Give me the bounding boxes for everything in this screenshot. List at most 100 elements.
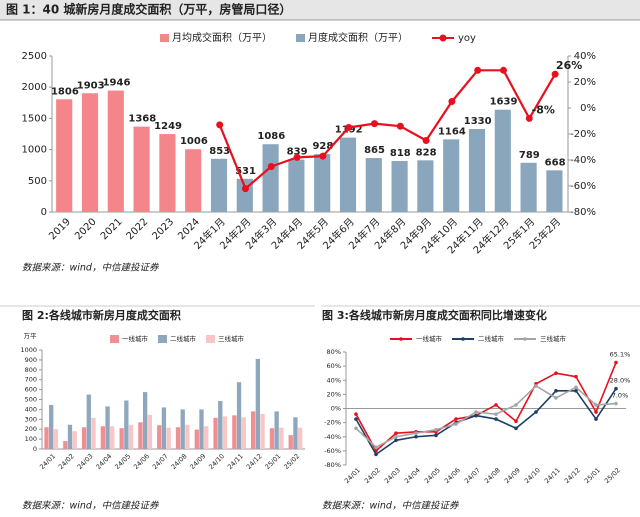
marker — [434, 433, 438, 438]
data-label: 28.0% — [610, 377, 631, 385]
marker — [594, 410, 598, 414]
marker — [414, 434, 418, 439]
marker — [474, 413, 478, 418]
y-tick-label: 700 — [25, 376, 37, 384]
x-tick-label: 24/02 — [57, 452, 76, 471]
bar — [56, 99, 73, 212]
y-tick-label: -80% — [324, 461, 341, 469]
y-tick-label: 200 — [25, 425, 37, 433]
title-band — [0, 0, 640, 20]
y-tick-label: 800 — [25, 366, 37, 374]
bar — [110, 426, 115, 449]
data-label: 818 — [390, 148, 411, 159]
bar — [288, 435, 293, 449]
marker — [216, 121, 224, 129]
data-label: 1249 — [154, 121, 182, 132]
bar — [255, 358, 261, 449]
y-tick-label: 0 — [41, 207, 47, 218]
marker — [500, 66, 507, 74]
bar — [180, 409, 185, 449]
data-label: 1086 — [257, 131, 285, 142]
data-label: 853 — [209, 146, 230, 157]
marker — [374, 452, 378, 457]
x-tick-label: 24/11 — [543, 466, 562, 485]
legend-label: 三线城市 — [218, 334, 245, 343]
x-tick-label: 2021 — [99, 216, 125, 242]
marker — [374, 445, 378, 450]
bar — [199, 409, 204, 449]
y-tick-label: 1500 — [22, 113, 47, 124]
legend-swatch — [160, 34, 169, 42]
x-tick-label: 24/10 — [523, 466, 542, 485]
legend-swatch — [439, 34, 447, 42]
bar — [494, 109, 511, 212]
marker — [319, 152, 327, 160]
chart-title: 图 2:各线城市新房月度成交面积 — [22, 308, 181, 322]
x-tick-label: 24/05 — [423, 466, 442, 485]
bar — [100, 426, 106, 449]
marker — [574, 374, 578, 379]
y-axis-label: 万平 — [24, 332, 38, 340]
x-tick-label: 24/11 — [226, 452, 245, 471]
bar — [288, 159, 305, 212]
data-label: 828 — [416, 147, 437, 158]
marker — [396, 122, 404, 130]
bar — [105, 406, 110, 449]
marker — [454, 422, 458, 426]
legend-label: 月度成交面积（万平） — [308, 31, 408, 44]
legend-label: 月均成交面积（万平） — [172, 31, 272, 44]
source-note: 数据来源：wind，中信建投证券 — [22, 500, 160, 512]
marker — [474, 410, 478, 414]
y-tick-label: 300 — [25, 415, 37, 423]
marker — [494, 412, 498, 416]
y-tick-label: -60% — [324, 447, 341, 455]
y-tick-label: -20% — [324, 419, 341, 427]
x-tick-label: 24/08 — [483, 466, 502, 485]
y-tick-label: 2500 — [22, 51, 47, 62]
legend-label: 一线城市 — [122, 334, 149, 343]
marker — [414, 431, 418, 436]
bar — [81, 93, 99, 212]
x-tick-label: 24/12 — [245, 452, 264, 471]
bar — [147, 414, 152, 449]
bar — [138, 422, 143, 449]
x-tick-label: 24/06 — [443, 466, 462, 485]
y2-tick-label: -80% — [570, 207, 596, 218]
x-tick-label: 24/09 — [503, 466, 522, 485]
bar — [72, 431, 77, 449]
y2-tick-label: 0% — [580, 103, 596, 114]
bar — [53, 429, 59, 449]
marker — [514, 419, 518, 424]
marker — [614, 401, 618, 406]
marker — [574, 385, 578, 390]
bar — [133, 126, 150, 212]
bar — [274, 411, 279, 449]
marker — [534, 384, 538, 388]
legend-swatch — [399, 337, 403, 341]
x-tick-label: 25/01 — [264, 452, 283, 471]
data-label: 928 — [312, 141, 333, 152]
x-tick-label: 24/01 — [38, 452, 57, 471]
x-tick-label: 25/02 — [282, 452, 301, 471]
data-label: 839 — [287, 147, 308, 158]
bar — [279, 427, 284, 449]
y-tick-label: 500 — [25, 396, 37, 404]
line — [355, 385, 617, 449]
bar — [63, 441, 68, 449]
legend-swatch — [206, 335, 215, 343]
legend-swatch — [158, 335, 167, 343]
legend-label: yoy — [458, 33, 476, 44]
data-label: 865 — [364, 145, 385, 156]
marker — [554, 396, 558, 400]
marker — [242, 185, 249, 193]
y-tick-label: 20% — [327, 390, 341, 398]
bar — [204, 426, 209, 449]
bar — [185, 149, 202, 212]
bar — [128, 424, 134, 449]
data-label: 668 — [545, 157, 566, 168]
bar — [175, 427, 181, 449]
marker — [514, 426, 518, 431]
marker — [594, 417, 598, 421]
bar — [49, 404, 54, 449]
x-tick-label: 24/12 — [563, 466, 582, 485]
